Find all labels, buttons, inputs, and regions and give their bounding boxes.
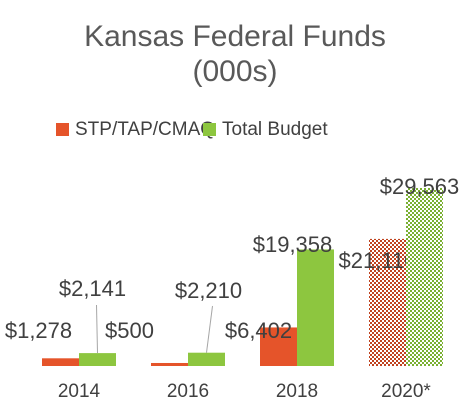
- x-tick-label: 2016: [167, 381, 209, 402]
- bar: [369, 238, 406, 366]
- bar: [260, 327, 297, 366]
- legend-label: STP/TAP/CMAQ: [75, 119, 215, 140]
- data-label: $2,141: [59, 276, 126, 301]
- x-tick-label: 2018: [276, 381, 318, 402]
- leader-line: [206, 305, 213, 353]
- data-label: $6,402: [225, 318, 292, 343]
- data-label: $19,358: [253, 232, 333, 257]
- leader-line: [96, 304, 98, 354]
- bar: [297, 249, 334, 366]
- data-label: $21,110: [339, 248, 417, 273]
- bar: [42, 358, 79, 366]
- legend-swatch: [56, 123, 69, 136]
- chart-subtitle: (000s): [192, 55, 277, 88]
- x-tick-label: 2014: [58, 381, 101, 402]
- bar: [151, 362, 188, 366]
- data-label: $29,563: [380, 174, 460, 199]
- x-tick-label: 2020*: [381, 381, 431, 402]
- legend-swatch: [203, 123, 216, 136]
- bar: [406, 188, 443, 366]
- chart-title: Kansas Federal Funds: [84, 20, 386, 53]
- data-label: $1,278: [5, 318, 72, 343]
- data-label: $500: [105, 318, 154, 343]
- data-label: $2,210: [175, 278, 242, 303]
- bar: [79, 353, 116, 366]
- legend-label: Total Budget: [222, 119, 328, 140]
- bar: [188, 352, 225, 366]
